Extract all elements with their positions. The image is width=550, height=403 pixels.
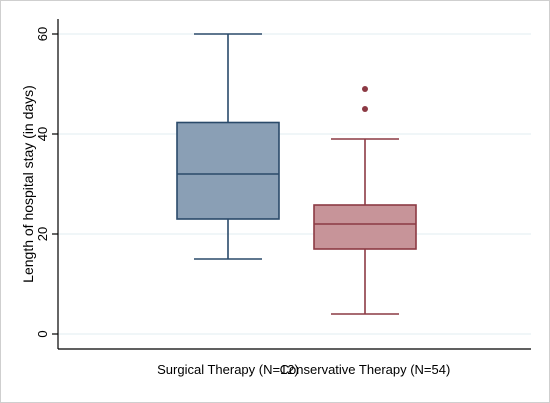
y-axis-title: Length of hospital stay (in days) bbox=[20, 85, 36, 283]
iqr-box bbox=[313, 204, 417, 250]
y-tick-label-20: 20 bbox=[35, 227, 50, 241]
outlier-point-1 bbox=[362, 106, 368, 112]
iqr-box bbox=[176, 121, 280, 220]
box-group-1 bbox=[176, 33, 280, 260]
outlier-point-2 bbox=[362, 86, 368, 92]
box-group-2 bbox=[313, 86, 417, 315]
category-label-2: Conservative Therapy (N=54) bbox=[280, 362, 451, 377]
boxes bbox=[176, 33, 417, 315]
gridlines bbox=[58, 33, 531, 335]
y-tick-label-60: 60 bbox=[35, 27, 50, 41]
y-tick-label-40: 40 bbox=[35, 127, 50, 141]
category-label-1: Surgical Therapy (N=12) bbox=[157, 362, 299, 377]
y-tick-label-0: 0 bbox=[35, 330, 50, 337]
labels: 0 20 40 60 Surgical Therapy (N=12)Conservati… bbox=[35, 27, 450, 377]
axes bbox=[57, 19, 531, 350]
